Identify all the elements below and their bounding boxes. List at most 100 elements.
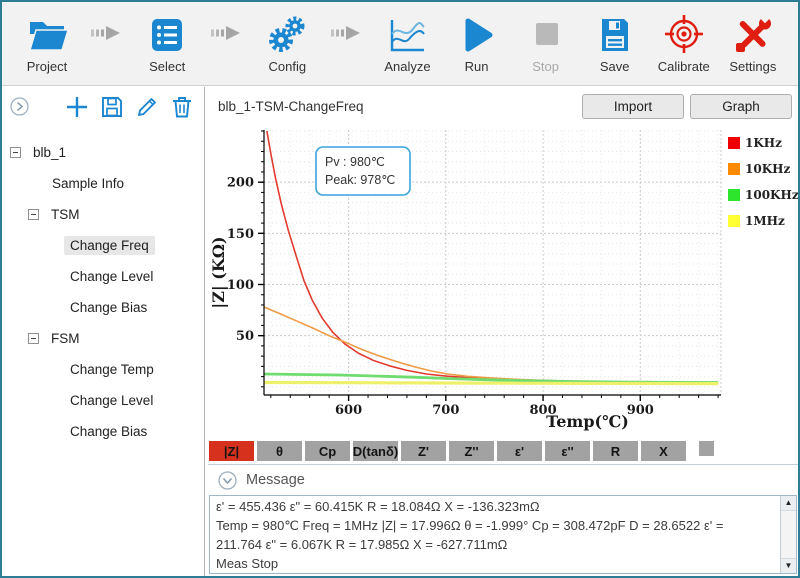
svg-text:100KHz: 100KHz [745,188,798,202]
message-lines: ε' = 455.436 ε" = 60.415K R = 18.084Ω X … [210,496,779,573]
tab-[interactable]: ε'' [545,441,590,461]
play-icon [457,13,497,55]
message-line: 211.764 ε" = 6.067K R = 17.985Ω X = -627… [216,537,508,552]
message-line: Meas Stop [216,556,279,571]
chart-svg: 600 700 800 900 50 100 150 200 Temp(℃) |Z| (KΩ) Pv… [209,130,798,431]
tree-item-blb-1[interactable]: blb_1 [2,137,204,168]
target-icon [663,13,705,55]
tree-item-label: TSM [51,207,80,222]
tab-[interactable]: θ [257,441,302,461]
svg-text:800: 800 [529,403,556,418]
toolbar-label: Settings [729,59,777,74]
chevron-right-circle-icon [10,97,29,120]
tree-item-change-bias[interactable]: Change Bias [2,292,204,323]
message-log[interactable]: ε' = 455.436 ε" = 60.415K R = 18.084Ω X … [209,495,797,574]
main-panel: blb_1-TSM-ChangeFreq Import Graph 600 700… [208,87,798,576]
tree-item-change-temp[interactable]: Change Temp [2,354,204,385]
tab-z[interactable]: Z' [401,441,446,461]
tab-z[interactable]: |Z| [209,441,254,461]
toolbar-run-button[interactable]: Run [450,13,504,74]
svg-text:1KHz: 1KHz [745,136,782,150]
tab-[interactable]: ε' [497,441,542,461]
tree-item-label: Sample Info [52,176,125,191]
message-line: Temp = 980℃ Freq = 1MHz |Z| = 17.996Ω θ … [216,518,724,533]
series-10KHz [263,306,719,385]
page-title: blb_1-TSM-ChangeFreq [218,98,364,114]
tree-item-label: Change Bias [70,300,148,315]
tree-item-change-bias[interactable]: Change Bias [2,416,204,447]
toolbar-config-button[interactable]: Config [260,13,314,74]
folder-icon [25,13,69,55]
sidebar-save-button[interactable] [100,95,124,124]
scroll-down-button[interactable]: ▼ [781,558,796,573]
chart-area: 600 700 800 900 50 100 150 200 Temp(℃) |Z| (KΩ) Pv… [208,125,798,439]
tree-item-tsm[interactable]: TSM [2,199,204,230]
tree-item-label: Change Bias [70,424,148,439]
tree-item-label: blb_1 [33,145,67,160]
series-1MHz [263,380,719,386]
toolbar-save-button[interactable]: Save [588,13,642,74]
message-header: Message [208,465,305,495]
annotation-box: Pv : 980℃ Peak: 978℃ [315,146,411,196]
toolbar-stop-button: Stop [519,13,573,74]
list-icon [147,13,187,55]
sidebar-delete-button[interactable] [170,95,194,124]
svg-text:600: 600 [335,403,362,418]
sidebar-collapse-button[interactable] [10,97,29,121]
tab-cp[interactable]: Cp [305,441,350,461]
tree-item-change-level[interactable]: Change Level [2,385,204,416]
toolbar-label: Select [149,59,186,74]
tree-item-label: Change Level [70,393,154,408]
scrollbar[interactable]: ▲ ▼ [780,496,796,573]
parameter-tabbar: |Z| θ Cp D(tanδ) Z' Z'' ε' ε'' R X [209,441,714,462]
message-panel-title: Message [246,472,305,488]
pencil-icon [135,95,159,124]
tree-item-change-freq[interactable]: Change Freq [2,230,204,261]
tab-x[interactable]: X [641,441,686,461]
toolbar-project-button[interactable]: Project [20,13,74,74]
tree-expander[interactable] [28,209,39,220]
svg-text:100: 100 [227,278,254,293]
svg-text:200: 200 [227,176,254,191]
graph-button[interactable]: Graph [690,93,792,119]
chart-grid [264,130,722,395]
toolbar-calibrate-button[interactable]: Calibrate [657,13,711,74]
sidebar-add-button[interactable] [65,95,89,124]
import-button[interactable]: Import [582,93,684,119]
tab-r[interactable]: R [593,441,638,461]
sidebar-edit-button[interactable] [135,95,159,124]
tree-item-fsm[interactable]: FSM [2,323,204,354]
main-header: blb_1-TSM-ChangeFreq Import Graph [208,87,798,125]
tab-dtan[interactable]: D(tanδ) [353,441,398,461]
svg-text:Temp(℃): Temp(℃) [546,412,629,431]
toolbar-label: Save [599,59,630,74]
toolbar-analyze-button[interactable]: Analyze [380,13,434,74]
tree-item-change-level[interactable]: Change Level [2,261,204,292]
tree-item-sample-info[interactable]: Sample Info [2,168,204,199]
chart-legend: 1KHz 10KHz 100KHz 1MHz [728,136,798,228]
svg-text:700: 700 [432,403,459,418]
divider [208,464,798,465]
toolbar-select-button[interactable]: Select [140,13,194,74]
sidebar-panel: blb_1 Sample Info TSM Change Freq Change Lev… [2,87,205,576]
save-icon [595,13,635,55]
svg-text:Peak: 978℃: Peak: 978℃ [325,173,395,187]
tab-stub [699,441,714,456]
gears-icon [265,13,309,55]
svg-text:150: 150 [227,227,254,242]
flow-arrow-icon [89,23,125,48]
scroll-up-button[interactable]: ▲ [781,496,796,511]
svg-text:10KHz: 10KHz [745,162,790,176]
tab-z[interactable]: Z'' [449,441,494,461]
message-line: ε' = 455.436 ε" = 60.415K R = 18.084Ω X … [216,499,540,514]
tree-expander[interactable] [10,147,21,158]
save-outline-icon [100,95,124,124]
chart-axes: 600 700 800 900 50 100 150 200 Temp(℃) |Z| (KΩ) [209,130,721,431]
toolbar-label: Calibrate [657,59,710,74]
toolbar-label: Project [26,59,68,74]
tree-item-label: Change Freq [64,236,155,255]
toolbar-settings-button[interactable]: Settings [726,13,780,74]
chevron-down-circle-icon[interactable] [218,470,237,490]
tree-expander[interactable] [28,333,39,344]
